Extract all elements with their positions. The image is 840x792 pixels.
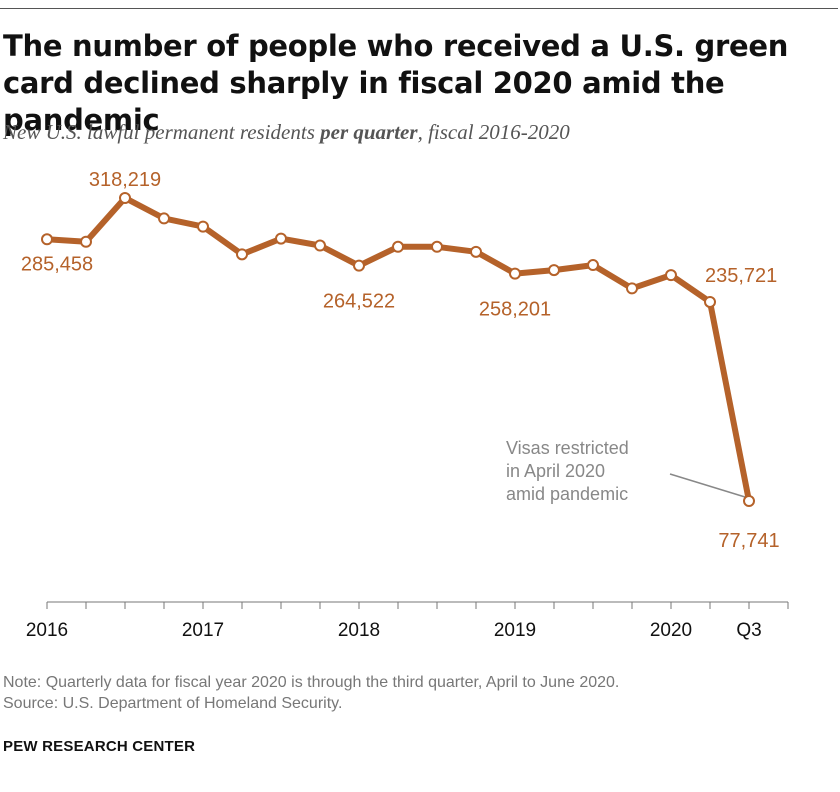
data-point (587, 259, 599, 272)
brand-name: PEW RESEARCH CENTER (3, 738, 196, 755)
chart-notes: Note: Quarterly data for fiscal year 202… (3, 672, 619, 714)
subtitle-text-post: , fiscal 2016-2020 (417, 120, 570, 144)
data-point (119, 192, 131, 204)
data-point (470, 245, 482, 258)
annotation-text: Visas restricted (506, 438, 629, 458)
data-point (353, 259, 365, 272)
chart-source: Source: U.S. Department of Homeland Secu… (3, 695, 343, 712)
data-point (431, 240, 443, 253)
data-label: 77,741 (718, 530, 779, 552)
subtitle-text-bold: per quarter (320, 120, 418, 144)
data-label: 258,201 (479, 299, 551, 321)
x-tick-label: 2019 (494, 620, 536, 641)
annotation-text: amid pandemic (506, 484, 628, 504)
x-tick-label: 2020 (650, 620, 692, 641)
chart-note: Note: Quarterly data for fiscal year 202… (3, 674, 620, 691)
data-point (80, 235, 92, 248)
data-point (626, 282, 638, 295)
x-tick-label: 2016 (26, 620, 68, 641)
chart-subtitle: New U.S. lawful permanent residents per … (3, 120, 570, 145)
data-point (392, 240, 404, 253)
data-point (314, 239, 326, 252)
data-label: 318,219 (89, 169, 161, 191)
top-rule (0, 8, 838, 9)
data-label: 285,458 (21, 253, 93, 275)
subtitle-text-pre: New U.S. lawful permanent residents (3, 120, 321, 144)
data-point (236, 248, 248, 261)
x-tick-label: 2017 (182, 620, 224, 641)
data-point (548, 264, 560, 277)
data-point (704, 295, 716, 308)
data-point (158, 212, 170, 225)
data-point (197, 220, 209, 233)
annotation-text: in April 2020 (506, 461, 605, 481)
chart-title: The number of people who received a U.S.… (3, 29, 789, 137)
data-point (743, 495, 755, 507)
data-point (41, 233, 53, 246)
line-chart: 2016 2017 2018 2019 2020 Q3 Visas restricted in… (21, 169, 789, 641)
x-tick-label: Q3 (736, 620, 761, 641)
x-tick-label: 2018 (338, 620, 380, 641)
data-point (665, 269, 677, 282)
data-point (275, 232, 287, 245)
data-label: 264,522 (323, 291, 395, 313)
data-label: 235,721 (705, 265, 777, 287)
annotation-leader-line (669, 473, 746, 498)
data-point (509, 267, 521, 280)
